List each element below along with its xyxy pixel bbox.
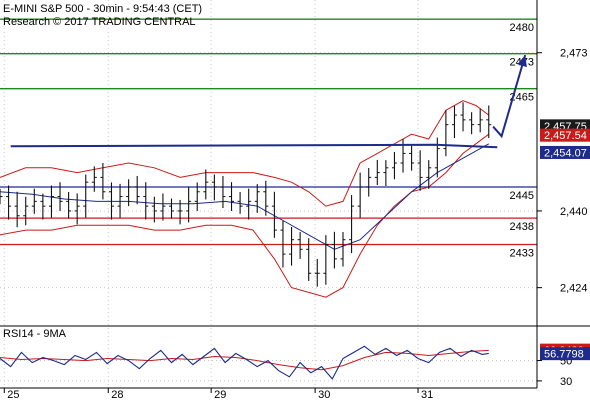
- rsi-tick-label: 30: [560, 376, 572, 388]
- price-bar: [40, 193, 46, 220]
- moving-average-line: [0, 143, 490, 250]
- price-bar: [31, 188, 37, 214]
- chart-title: E-MINI S&P 500 - 30min - 9:54:43 (CET): [3, 3, 202, 15]
- price-bar: [289, 227, 295, 266]
- y-tick-label: 2,473: [560, 48, 588, 60]
- price-bar: [100, 163, 106, 200]
- price-bar: [6, 185, 12, 220]
- x-tick-label: 30: [318, 389, 330, 400]
- price-bar: [383, 160, 389, 187]
- price-bar: [14, 191, 20, 228]
- price-bar: [74, 193, 80, 225]
- price-bar: [426, 160, 432, 189]
- price-bar: [203, 169, 209, 200]
- price-tag-label: 2,457.54: [544, 130, 587, 142]
- price-bar: [57, 182, 63, 211]
- price-bar: [323, 235, 329, 285]
- price-bar: [220, 175, 226, 209]
- price-bar: [0, 188, 3, 205]
- price-bar: [246, 188, 252, 220]
- price-bar: [486, 105, 492, 139]
- price-bar: [151, 196, 157, 223]
- price-bar: [417, 150, 423, 191]
- price-tag-label: 2,454.07: [544, 147, 587, 159]
- price-bar: [391, 151, 397, 180]
- price-bar: [451, 105, 457, 139]
- price-bar: [374, 159, 380, 186]
- price-bar: [229, 182, 235, 211]
- price-tag: [540, 128, 590, 142]
- price-tag: [540, 145, 590, 159]
- price-bar: [331, 231, 337, 269]
- price-bar: [168, 198, 174, 219]
- trendline: [10, 143, 498, 149]
- level-label-2433: 2433: [510, 248, 534, 260]
- price-bar: [117, 183, 123, 218]
- x-tick-label: 28: [111, 389, 123, 400]
- level-label-2465: 2465: [510, 92, 534, 104]
- price-bar: [314, 258, 320, 287]
- x-tick-label: 29: [214, 389, 226, 400]
- price-bar: [211, 174, 217, 201]
- projection-arrow-head: [517, 55, 527, 68]
- projection-arrow-shaft: [492, 54, 527, 139]
- price-bar: [48, 185, 54, 218]
- price-bar: [66, 192, 72, 219]
- level-label-2445: 2445: [510, 190, 534, 202]
- price-bar: [297, 232, 303, 259]
- rsi-tag-label: 56.7798: [544, 349, 584, 361]
- chart-subtitle: Research © 2017 TRADING CENTRAL: [3, 16, 196, 28]
- price-bar: [340, 232, 346, 267]
- level-label-2480: 2480: [510, 22, 534, 34]
- price-bar: [160, 193, 166, 221]
- rsi-panel-title: RSI14 - 9MA: [3, 328, 67, 340]
- y-tick-label: 2,440: [560, 206, 588, 218]
- price-bar: [134, 175, 140, 205]
- x-tick-label: 25: [7, 389, 19, 400]
- price-bar: [91, 166, 97, 192]
- price-bar: [443, 110, 449, 157]
- price-bar: [280, 220, 286, 268]
- x-tick-label: 31: [421, 389, 433, 400]
- price-bar: [143, 182, 149, 220]
- price-bar: [460, 102, 466, 132]
- y-tick-label: 2,424: [560, 283, 588, 295]
- price-bar: [83, 174, 89, 218]
- level-label-2438: 2438: [510, 221, 534, 233]
- price-bar: [23, 196, 29, 226]
- price-bar: [194, 182, 200, 211]
- price-bar: [349, 195, 355, 254]
- price-bar: [271, 191, 277, 238]
- price-bar: [237, 192, 243, 214]
- rsi-tag: [540, 347, 590, 361]
- price-bar: [366, 168, 372, 197]
- price-bar: [306, 238, 312, 281]
- price-bar: [477, 108, 483, 133]
- price-bar: [254, 184, 260, 213]
- price-bar: [469, 112, 475, 135]
- rsi-line: [0, 345, 489, 380]
- price-bar: [357, 172, 363, 218]
- price-bar: [177, 199, 183, 225]
- price-bar: [108, 182, 114, 220]
- price-bar: [263, 180, 269, 216]
- price-bar: [186, 186, 192, 223]
- price-bar: [126, 179, 132, 207]
- price-bar: [409, 144, 415, 171]
